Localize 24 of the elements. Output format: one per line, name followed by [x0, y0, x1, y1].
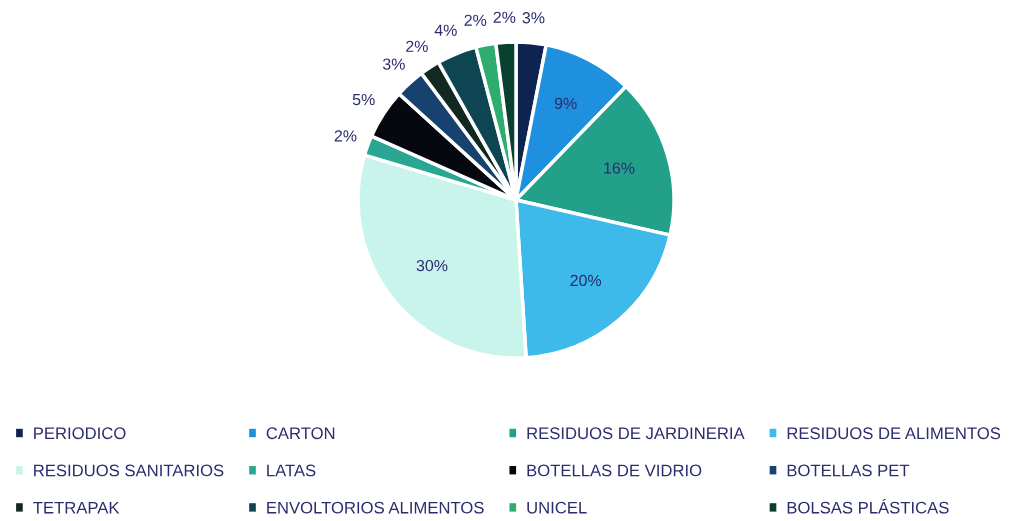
- data-label: 2%: [464, 14, 487, 26]
- data-label: 30%: [416, 259, 448, 272]
- legend-label: CARTON: [266, 427, 335, 440]
- data-label: 2%: [406, 40, 428, 52]
- legend-label: BOTELLAS PET: [787, 464, 910, 477]
- legend-label: BOTELLAS DE VIDRIO: [527, 464, 702, 477]
- data-label: 3%: [382, 58, 405, 70]
- data-label: 2%: [334, 130, 357, 142]
- data-label: 3%: [522, 12, 545, 24]
- data-label: 2%: [493, 11, 516, 23]
- data-label: 16%: [604, 162, 635, 174]
- data-label: 20%: [570, 274, 602, 287]
- data-label: 4%: [434, 24, 457, 36]
- legend-label: TETRAPAK: [33, 501, 120, 514]
- data-label: 5%: [352, 93, 375, 106]
- legend-label: ENVOLTORIOS ALIMENTOS: [267, 501, 484, 514]
- legend-label: BOLSAS PLÁSTICAS: [787, 498, 949, 514]
- legend-label: RESIDUOS DE JARDINERIA: [527, 427, 745, 440]
- legend-label: RESIDUOS DE ALIMENTOS: [787, 427, 1001, 440]
- legend-label: PERIODICO: [34, 427, 126, 440]
- data-label: 9%: [554, 97, 577, 110]
- legend-label: UNICEL: [527, 501, 587, 514]
- legend-label: LATAS: [267, 464, 316, 477]
- legend-label: RESIDUOS SANITARIOS: [34, 464, 224, 477]
